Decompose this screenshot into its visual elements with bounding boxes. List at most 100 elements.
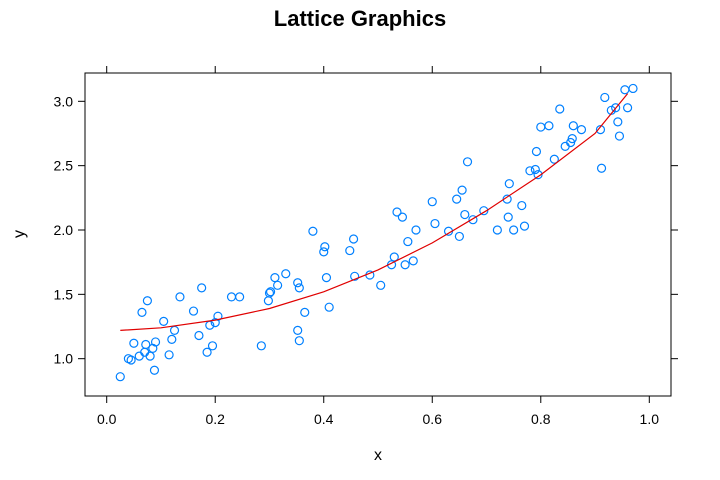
y-tick-label: 2.0 bbox=[54, 222, 74, 238]
data-point bbox=[197, 283, 207, 293]
y-axis-label: y bbox=[11, 230, 28, 238]
data-point bbox=[411, 225, 421, 235]
data-point bbox=[525, 166, 535, 176]
data-point bbox=[400, 260, 410, 270]
data-point bbox=[427, 197, 437, 207]
data-point bbox=[141, 339, 151, 350]
data-point bbox=[544, 121, 554, 131]
data-point bbox=[531, 146, 542, 157]
data-point bbox=[129, 338, 139, 348]
x-tick-label: 1.0 bbox=[640, 411, 660, 427]
data-point bbox=[397, 212, 408, 222]
data-point bbox=[408, 256, 418, 266]
data-point bbox=[600, 92, 610, 103]
data-point bbox=[519, 221, 530, 231]
data-point bbox=[536, 122, 546, 132]
data-point bbox=[622, 103, 633, 113]
data-point bbox=[273, 280, 283, 290]
y-axis: 1.0 1.5 2.0 2.5 3.0 bbox=[54, 93, 678, 367]
data-point bbox=[568, 121, 578, 131]
plot-frame bbox=[84, 72, 672, 397]
x-tick-label: 0.8 bbox=[531, 411, 551, 427]
data-point bbox=[265, 287, 276, 297]
data-point bbox=[202, 347, 212, 357]
data-point bbox=[628, 83, 638, 94]
data-point bbox=[509, 225, 519, 235]
y-tick-label: 3.0 bbox=[54, 93, 74, 109]
data-point bbox=[614, 131, 625, 141]
data-point bbox=[613, 117, 623, 127]
data-point bbox=[324, 302, 334, 312]
data-point bbox=[576, 125, 587, 135]
data-point bbox=[504, 179, 514, 189]
data-point bbox=[145, 351, 155, 361]
x-tick-label: 0.6 bbox=[423, 411, 443, 427]
y-tick-label: 2.5 bbox=[54, 158, 74, 174]
data-point bbox=[452, 194, 462, 204]
data-point bbox=[150, 337, 161, 347]
x-axis-label: x bbox=[374, 447, 382, 464]
data-point bbox=[140, 347, 150, 357]
data-point bbox=[376, 280, 386, 290]
data-point bbox=[159, 316, 169, 326]
data-point bbox=[492, 225, 502, 235]
data-point bbox=[454, 231, 464, 242]
data-point bbox=[345, 245, 355, 256]
data-point bbox=[403, 236, 413, 247]
data-point bbox=[293, 278, 303, 288]
data-point bbox=[134, 351, 144, 361]
data-point bbox=[350, 271, 360, 281]
data-point bbox=[319, 247, 329, 257]
data-point bbox=[555, 104, 565, 114]
data-point bbox=[392, 207, 402, 217]
data-point bbox=[115, 372, 125, 382]
x-tick-label: 0.2 bbox=[205, 411, 225, 427]
data-point bbox=[149, 365, 160, 375]
data-point bbox=[320, 242, 330, 252]
data-point bbox=[460, 209, 470, 220]
data-point bbox=[226, 292, 237, 302]
data-point bbox=[126, 355, 136, 365]
data-point bbox=[479, 206, 489, 216]
data-point bbox=[462, 157, 473, 167]
data-point bbox=[620, 85, 630, 95]
x-tick-label: 0.0 bbox=[97, 411, 117, 427]
data-point bbox=[213, 311, 223, 321]
data-point bbox=[188, 306, 199, 316]
data-point bbox=[503, 212, 513, 222]
data-point bbox=[596, 163, 607, 173]
data-point bbox=[294, 283, 304, 293]
data-point bbox=[549, 154, 559, 164]
data-point bbox=[256, 341, 266, 351]
data-point bbox=[308, 226, 318, 236]
data-point bbox=[457, 185, 467, 195]
x-tick-label: 0.4 bbox=[314, 411, 334, 427]
data-point bbox=[300, 307, 310, 317]
data-point bbox=[611, 103, 621, 113]
data-point bbox=[468, 215, 478, 225]
data-point bbox=[270, 273, 280, 283]
chart-title: Lattice Graphics bbox=[274, 6, 446, 31]
data-point bbox=[595, 125, 606, 135]
data-point bbox=[175, 292, 185, 302]
plot-marks bbox=[115, 83, 638, 382]
data-point bbox=[430, 218, 440, 229]
data-point bbox=[567, 134, 577, 144]
data-point bbox=[517, 200, 527, 211]
data-point bbox=[164, 350, 174, 360]
data-point bbox=[530, 164, 540, 175]
data-point bbox=[137, 307, 147, 317]
data-point bbox=[142, 296, 152, 306]
data-point bbox=[207, 341, 218, 351]
x-axis: 0.0 0.2 0.4 0.6 0.8 1.0 bbox=[97, 66, 659, 427]
y-tick-label: 1.5 bbox=[54, 286, 74, 302]
fit-line bbox=[120, 93, 629, 331]
data-point bbox=[389, 252, 399, 262]
data-point bbox=[533, 170, 543, 180]
data-point bbox=[281, 269, 291, 279]
data-point bbox=[167, 334, 177, 344]
data-point bbox=[169, 325, 180, 335]
data-point bbox=[294, 336, 304, 346]
data-point bbox=[194, 330, 204, 341]
